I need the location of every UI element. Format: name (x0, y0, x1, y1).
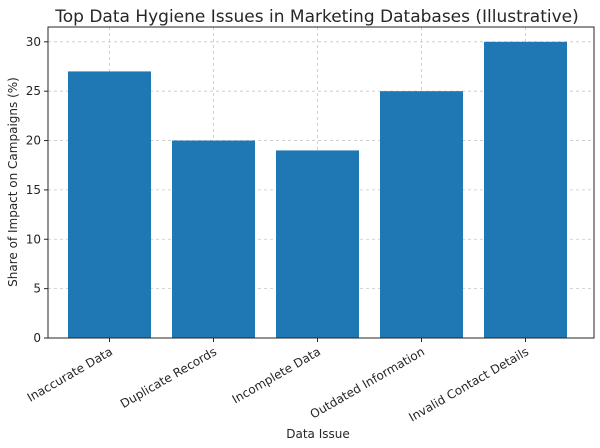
x-axis-label: Data Issue (286, 427, 350, 441)
chart-title: Top Data Hygiene Issues in Marketing Dat… (54, 7, 579, 27)
x-tick-label: Inaccurate Data (25, 344, 115, 404)
x-tick-label: Duplicate Records (118, 344, 219, 410)
y-tick-label: 30 (26, 35, 41, 49)
y-axis-label: Share of Impact on Campaigns (%) (6, 77, 20, 287)
bar (380, 91, 463, 338)
y-tick-label: 20 (26, 134, 41, 148)
y-tick-label: 0 (33, 331, 41, 345)
y-tick-label: 5 (33, 282, 41, 296)
bars-layer (68, 41, 567, 339)
y-tick-label: 10 (26, 232, 41, 246)
bar (484, 41, 567, 339)
bar (172, 140, 255, 338)
y-tick-label: 15 (26, 183, 41, 197)
x-axis: Inaccurate Data Duplicate Records Incomple… (25, 338, 531, 425)
y-tick-label: 25 (26, 84, 41, 98)
x-tick-label: Incomplete Data (230, 344, 323, 406)
plot-frame (47, 26, 595, 339)
bar (276, 150, 359, 338)
bar (68, 71, 151, 338)
y-axis: 0 5 10 15 20 25 30 (26, 35, 48, 345)
